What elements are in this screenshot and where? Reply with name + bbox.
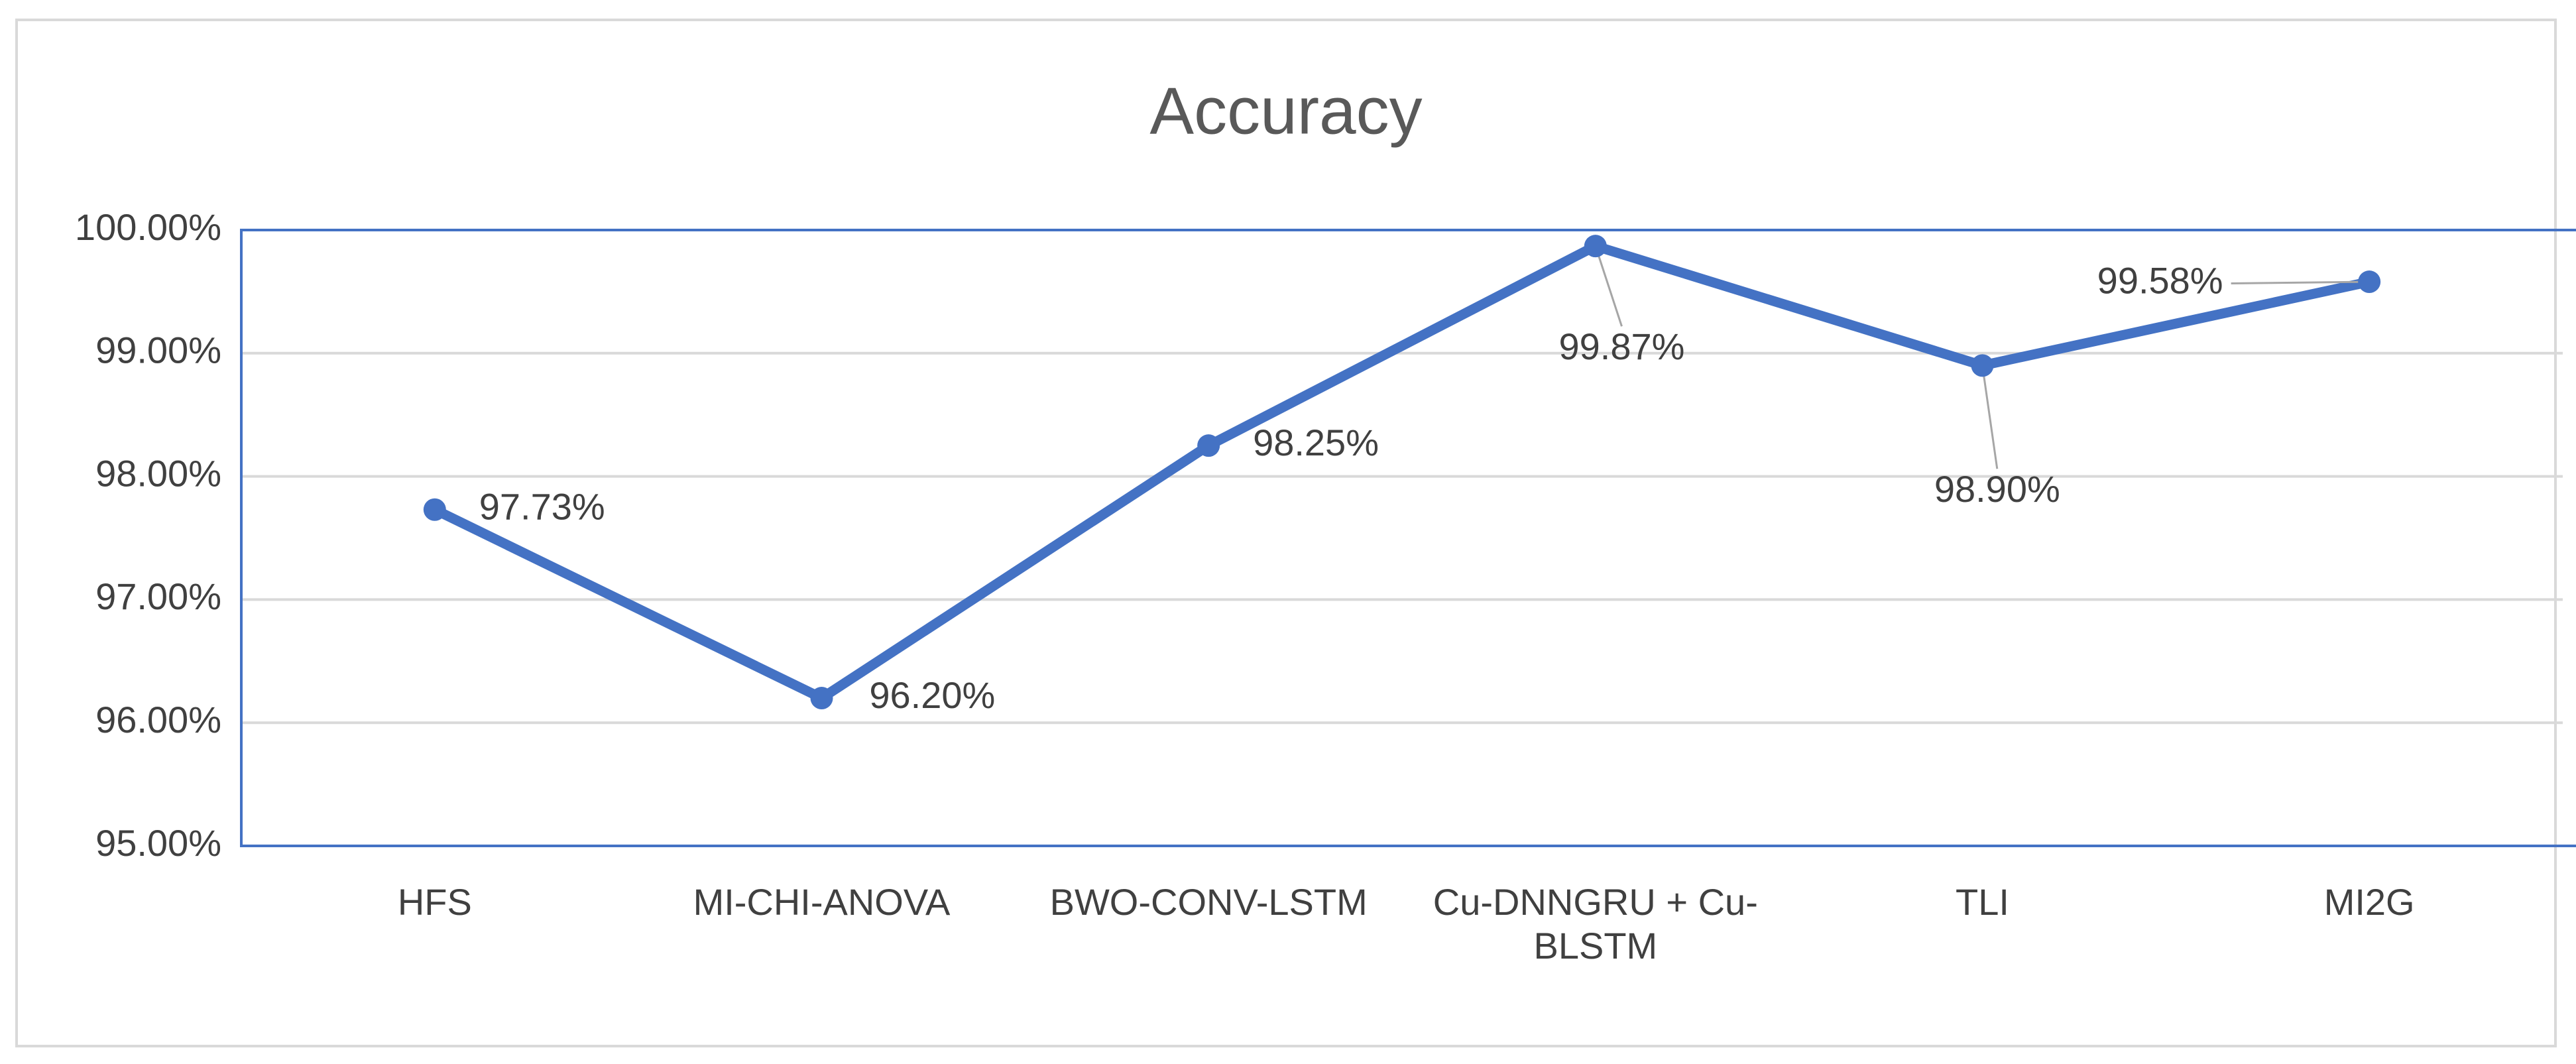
point	[423, 498, 446, 521]
point	[810, 687, 833, 710]
y-tick-label: 96.00%	[95, 699, 221, 740]
chart-title: Accuracy	[1149, 74, 1422, 148]
leader-line	[2231, 280, 2370, 285]
x-tick-label: Cu-DNNGRU + Cu-BLSTM	[1433, 881, 1758, 967]
data-label: 96.20%	[869, 674, 995, 716]
plot-border	[240, 229, 2576, 847]
data-label: 97.73%	[479, 486, 605, 528]
x-tick-label: BWO-CONV-LSTM	[1049, 881, 1368, 923]
point	[1584, 235, 1607, 258]
chart-border	[15, 19, 2557, 1047]
y-tick-label: 99.00%	[95, 329, 221, 371]
leader-line	[1594, 245, 1623, 327]
x-tick-label: MI-CHI-ANOVA	[693, 881, 951, 923]
y-tick-label: 98.00%	[95, 452, 221, 494]
x-tick-label: MI2G	[2323, 881, 2415, 923]
y-tick-label: 95.00%	[95, 822, 221, 864]
data-label: 99.58%	[2097, 259, 2223, 301]
leader-line	[1981, 365, 1999, 469]
data-label: 98.90%	[1934, 468, 2060, 510]
x-tick-label: TLI	[1956, 881, 2009, 923]
point	[2358, 270, 2381, 294]
x-tick-label: HFS	[397, 881, 472, 923]
point	[1971, 354, 1994, 377]
data-label: 99.87%	[1559, 325, 1685, 367]
data-line	[432, 241, 2371, 703]
point	[1197, 434, 1220, 457]
data-label: 98.25%	[1253, 422, 1379, 463]
y-tick-label: 100.00%	[75, 206, 221, 248]
y-tick-label: 97.00%	[95, 575, 221, 617]
